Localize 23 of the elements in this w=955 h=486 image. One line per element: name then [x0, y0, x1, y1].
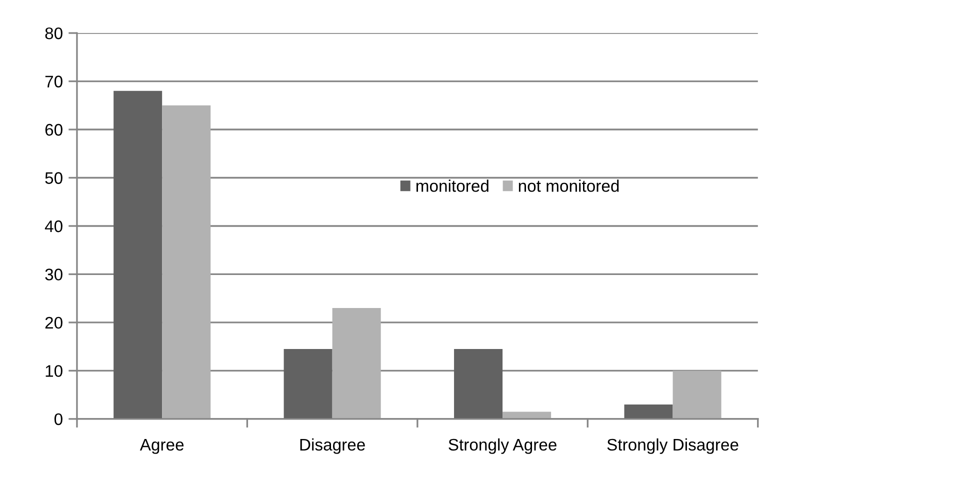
- x-tick-label: Strongly Disagree: [607, 438, 738, 454]
- x-tick-label: Strongly Agree: [448, 438, 556, 454]
- bar: [332, 308, 381, 419]
- y-tick-label: 50: [45, 172, 62, 184]
- y-tick-label: 20: [45, 316, 62, 329]
- legend-label: monitored: [416, 180, 488, 192]
- bar: [454, 348, 503, 419]
- bar: [502, 412, 552, 419]
- x-tick-label: Agree: [140, 438, 184, 454]
- bar: [672, 370, 722, 419]
- y-tick-label: 0: [54, 413, 62, 426]
- bar: [162, 105, 211, 419]
- y-tick-label: 30: [45, 268, 62, 280]
- legend-label: not monitored: [518, 180, 619, 192]
- y-tick-label: 40: [44, 220, 62, 232]
- y-tick-label: 70: [45, 76, 62, 88]
- bar: [114, 90, 162, 419]
- bar: [624, 404, 673, 419]
- y-tick-label: 80: [45, 27, 62, 40]
- bar: [284, 348, 332, 419]
- y-tick-label: 10: [46, 365, 62, 377]
- y-tick-label: 60: [45, 124, 62, 136]
- x-tick-label: Disagree: [300, 438, 365, 454]
